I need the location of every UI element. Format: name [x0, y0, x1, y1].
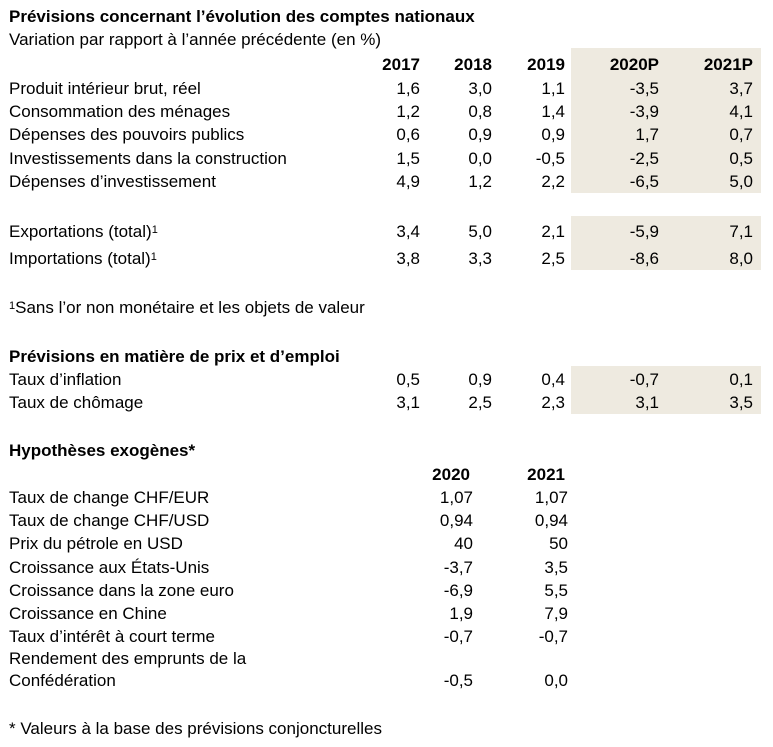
- exo-value: 40: [454, 534, 473, 553]
- cell-value: 3,4: [396, 222, 420, 241]
- cell-value: 3,5: [729, 393, 753, 412]
- exo-row-label: Taux de change CHF/EUR: [9, 488, 210, 507]
- exo-row-label: Prix du pétrole en USD: [9, 534, 183, 553]
- cell-value: 3,3: [468, 249, 492, 268]
- row-label: Produit intérieur brut, réel: [9, 79, 201, 98]
- exo-last-row-label-2: Confédération: [9, 671, 116, 690]
- cell-value: 3,1: [396, 393, 420, 412]
- exo-value: -6,9: [443, 581, 473, 600]
- cell-value: -3,5: [629, 79, 659, 98]
- cell-value: 1,5: [396, 149, 420, 168]
- cell-value: 5,0: [729, 172, 753, 191]
- cell-value: 2,5: [541, 249, 565, 268]
- cell-value: 2,5: [468, 393, 492, 412]
- column-header: 2018: [454, 55, 492, 74]
- page-title: Prévisions concernant l’évolution des co…: [9, 7, 475, 26]
- column-header: 2020P: [609, 55, 659, 74]
- forecast-shade-prices: [571, 366, 761, 414]
- exo-row-label: Croissance en Chine: [9, 604, 167, 623]
- forecast-shade-main: [571, 48, 761, 193]
- cell-value: 2,3: [541, 393, 565, 412]
- page-subtitle: Variation par rapport à l’année précéden…: [9, 30, 382, 49]
- cell-value: 2,1: [541, 222, 565, 241]
- exo-column-header: 2020: [432, 465, 470, 484]
- cell-value: 5,0: [468, 222, 492, 241]
- cell-value: 2,2: [541, 172, 565, 191]
- section-title-prices: Prévisions en matière de prix et d’emplo…: [9, 347, 340, 366]
- exo-value: -0,5: [443, 671, 473, 690]
- cell-value: 1,2: [468, 172, 492, 191]
- cell-value: 4,9: [396, 172, 420, 191]
- exo-value: 5,5: [544, 581, 568, 600]
- column-header: 2017: [382, 55, 420, 74]
- cell-value: 3,1: [635, 393, 659, 412]
- row-label: Importations (total)1: [9, 249, 157, 268]
- exo-value: 1,07: [534, 488, 568, 507]
- cell-value: 1,2: [396, 102, 420, 121]
- cell-value: 0,4: [541, 370, 565, 389]
- section-title-exogenous: Hypothèses exogènes*: [9, 441, 196, 460]
- cell-value: -8,6: [629, 249, 659, 268]
- exo-row-label: Taux d’intérêt à court terme: [9, 627, 215, 646]
- cell-value: 1,7: [635, 125, 659, 144]
- cell-value: -5,9: [629, 222, 659, 241]
- row-label: Taux d’inflation: [9, 370, 122, 389]
- cell-value: -3,9: [629, 102, 659, 121]
- cell-value: -0,5: [535, 149, 565, 168]
- exo-value: -0,7: [443, 627, 473, 646]
- cell-value: 1,6: [396, 79, 420, 98]
- column-header: 2019: [527, 55, 565, 74]
- exo-value: -3,7: [443, 558, 473, 577]
- cell-value: 4,1: [729, 102, 753, 121]
- exo-last-row-label-1: Rendement des emprunts de la: [9, 649, 247, 668]
- exo-value: 1,07: [439, 488, 473, 507]
- footnote-marker: 1: [151, 224, 158, 236]
- row-label: Consommation des ménages: [9, 102, 231, 121]
- row-label: Exportations (total)1: [9, 222, 158, 241]
- cell-value: 0,1: [729, 370, 753, 389]
- exo-row-label: Croissance aux États-Unis: [9, 558, 210, 577]
- cell-value: 0,5: [729, 149, 753, 168]
- cell-value: 0,8: [468, 102, 492, 121]
- cell-value: 0,9: [468, 370, 492, 389]
- row-label: Dépenses d’investissement: [9, 172, 216, 191]
- cell-value: 0,7: [729, 125, 753, 144]
- cell-value: 3,7: [729, 79, 753, 98]
- exo-column-header: 2021: [527, 465, 565, 484]
- exo-value: 1,9: [449, 604, 473, 623]
- column-header: 2021P: [703, 55, 753, 74]
- cell-value: 3,8: [396, 249, 420, 268]
- exo-value: 50: [549, 534, 568, 553]
- footnote-exogenous: * Valeurs à la base des prévisions conjo…: [9, 719, 382, 738]
- row-label: Dépenses des pouvoirs publics: [9, 125, 245, 144]
- row-label: Investissements dans la construction: [9, 149, 287, 168]
- exo-value: -0,7: [538, 627, 568, 646]
- cell-value: 1,1: [541, 79, 565, 98]
- exo-row-label: Croissance dans la zone euro: [9, 581, 234, 600]
- cell-value: -6,5: [629, 172, 659, 191]
- exo-value: 0,94: [439, 511, 473, 530]
- exo-value: 7,9: [544, 604, 568, 623]
- row-label: Taux de chômage: [9, 393, 144, 412]
- cell-value: 0,9: [541, 125, 565, 144]
- cell-value: 0,6: [396, 125, 420, 144]
- exo-value: 0,0: [544, 671, 568, 690]
- footnote-marker: 1: [150, 251, 157, 263]
- cell-value: -2,5: [629, 149, 659, 168]
- cell-value: -0,7: [629, 370, 659, 389]
- cell-value: 0,5: [396, 370, 420, 389]
- cell-value: 3,0: [468, 79, 492, 98]
- cell-value: 8,0: [729, 249, 753, 268]
- cell-value: 7,1: [729, 222, 753, 241]
- exo-row-label: Taux de change CHF/USD: [9, 511, 210, 530]
- exo-value: 0,94: [534, 511, 568, 530]
- footnote-1: 1Sans l’or non monétaire et les objets d…: [9, 298, 365, 317]
- cell-value: 0,0: [468, 149, 492, 168]
- cell-value: 1,4: [541, 102, 565, 121]
- forecast-shade-trade: [571, 216, 761, 270]
- cell-value: 0,9: [468, 125, 492, 144]
- exo-value: 3,5: [544, 558, 568, 577]
